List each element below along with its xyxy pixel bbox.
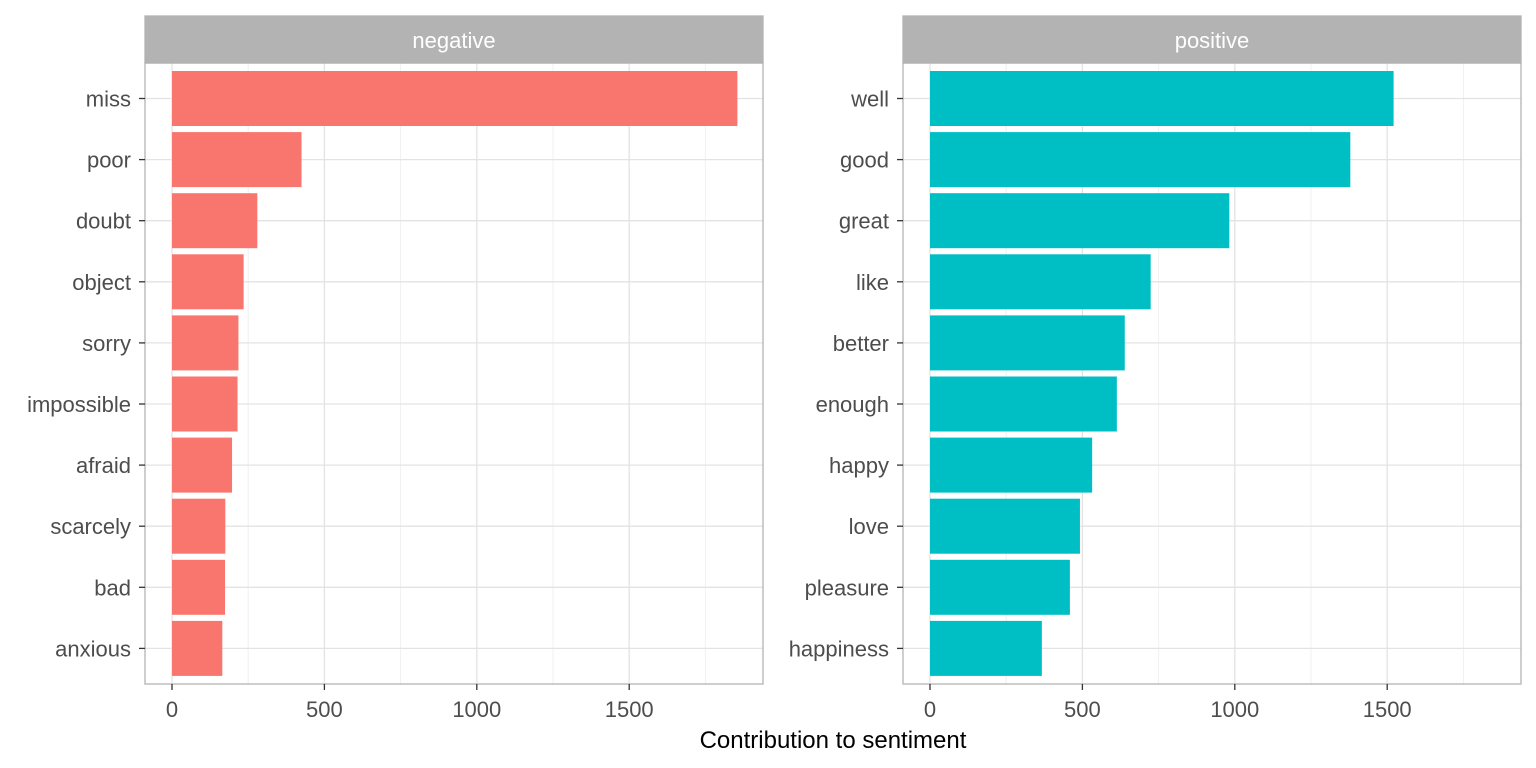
x-tick-label: 0 — [924, 697, 936, 722]
y-tick-label: bad — [94, 575, 131, 600]
y-tick-label: sorry — [82, 331, 131, 356]
x-tick-label: 1000 — [1210, 697, 1259, 722]
bar-negative-object — [172, 254, 244, 310]
x-tick-label: 1500 — [605, 697, 654, 722]
bar-negative-sorry — [172, 315, 239, 371]
bar-positive-love — [930, 498, 1080, 554]
bar-positive-enough — [930, 376, 1117, 432]
facet-strip — [144, 15, 764, 64]
facet-strip-label: negative — [412, 28, 495, 53]
bar-positive-happiness — [930, 620, 1042, 676]
y-tick-label: impossible — [27, 392, 131, 417]
bar-negative-scarcely — [172, 498, 226, 554]
bar-positive-well — [930, 71, 1394, 126]
y-tick-label: object — [72, 270, 131, 295]
y-tick-label: good — [840, 148, 889, 173]
bar-negative-doubt — [172, 193, 258, 249]
y-tick-label: afraid — [76, 453, 131, 478]
y-tick-label: like — [856, 270, 889, 295]
facet-panel-positive: positive well good great like better enough hap… — [789, 15, 1522, 722]
bar-negative-miss — [172, 71, 738, 126]
y-tick-label: happiness — [789, 636, 889, 661]
y-tick-label: doubt — [76, 209, 131, 234]
y-tick-label: better — [833, 331, 889, 356]
x-tick-label: 500 — [306, 697, 343, 722]
facet-panel-negative: negative miss poor doubt object sorry impossib… — [27, 15, 764, 722]
x-axis-title: Contribution to sentiment — [700, 727, 967, 754]
facet-strip — [902, 15, 1522, 64]
x-tick-label: 0 — [166, 697, 178, 722]
y-tick-label: scarcely — [50, 514, 131, 539]
bar-positive-good — [930, 132, 1351, 188]
bar-positive-happy — [930, 437, 1093, 493]
bar-negative-anxious — [172, 620, 223, 676]
y-tick-label: pleasure — [805, 575, 889, 600]
x-tick-label: 1000 — [452, 697, 501, 722]
facet-strip-label: positive — [1175, 28, 1250, 53]
bar-negative-bad — [172, 559, 226, 615]
y-tick-label: enough — [816, 392, 889, 417]
y-tick-label: well — [850, 87, 889, 112]
bar-positive-pleasure — [930, 559, 1070, 615]
bar-negative-impossible — [172, 376, 238, 432]
bar-negative-poor — [172, 132, 302, 188]
bar-positive-like — [930, 254, 1151, 310]
y-tick-label: poor — [87, 148, 131, 173]
bar-negative-afraid — [172, 437, 233, 493]
bar-positive-great — [930, 193, 1230, 249]
x-tick-label: 1500 — [1363, 697, 1412, 722]
y-tick-label: miss — [86, 87, 131, 112]
bar-positive-better — [930, 315, 1125, 371]
y-tick-label: love — [849, 514, 889, 539]
y-tick-label: great — [839, 209, 889, 234]
y-tick-label: anxious — [55, 636, 131, 661]
y-tick-label: happy — [829, 453, 889, 478]
x-tick-label: 500 — [1064, 697, 1101, 722]
